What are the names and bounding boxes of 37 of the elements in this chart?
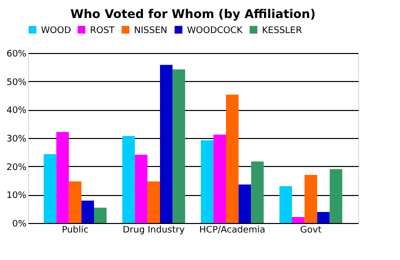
x-tick-label: HCP/Academia bbox=[199, 226, 266, 236]
bar bbox=[172, 69, 186, 223]
y-tick-label: 0% bbox=[12, 220, 27, 230]
legend-label: NISSEN bbox=[134, 26, 168, 36]
chart-title: Who Voted for Whom (by Affiliation) bbox=[70, 7, 316, 21]
y-tick-label: 60% bbox=[6, 50, 27, 60]
bar bbox=[94, 208, 107, 223]
legend-label: WOOD bbox=[41, 26, 72, 36]
y-tick-label: 30% bbox=[6, 134, 27, 144]
legend-label: ROST bbox=[90, 26, 116, 36]
bar bbox=[134, 154, 148, 223]
bar bbox=[304, 174, 318, 223]
bar bbox=[81, 200, 94, 223]
bar bbox=[238, 184, 252, 223]
bar bbox=[44, 154, 56, 223]
bar bbox=[226, 94, 239, 223]
bar bbox=[292, 217, 305, 223]
bar bbox=[147, 181, 160, 223]
bar bbox=[279, 186, 292, 223]
bar bbox=[56, 132, 69, 223]
bar bbox=[160, 64, 173, 223]
bar bbox=[251, 162, 264, 223]
y-tick-label: 40% bbox=[6, 106, 27, 116]
x-tick-label: Govt bbox=[300, 226, 322, 236]
x-tick-label: Public bbox=[62, 226, 89, 236]
legend-label: KESSLER bbox=[262, 26, 302, 36]
bar bbox=[213, 134, 226, 223]
bar bbox=[68, 181, 82, 223]
bar bbox=[122, 136, 135, 223]
legend-label: WOODCOCK bbox=[187, 26, 244, 36]
y-tick-label: 10% bbox=[6, 191, 27, 202]
bar bbox=[200, 140, 214, 223]
bar bbox=[330, 169, 342, 223]
y-tick-label: 20% bbox=[6, 162, 27, 173]
bar bbox=[317, 212, 330, 223]
y-tick-label: 50% bbox=[6, 78, 27, 88]
x-tick-label: Drug Industry bbox=[122, 226, 186, 236]
